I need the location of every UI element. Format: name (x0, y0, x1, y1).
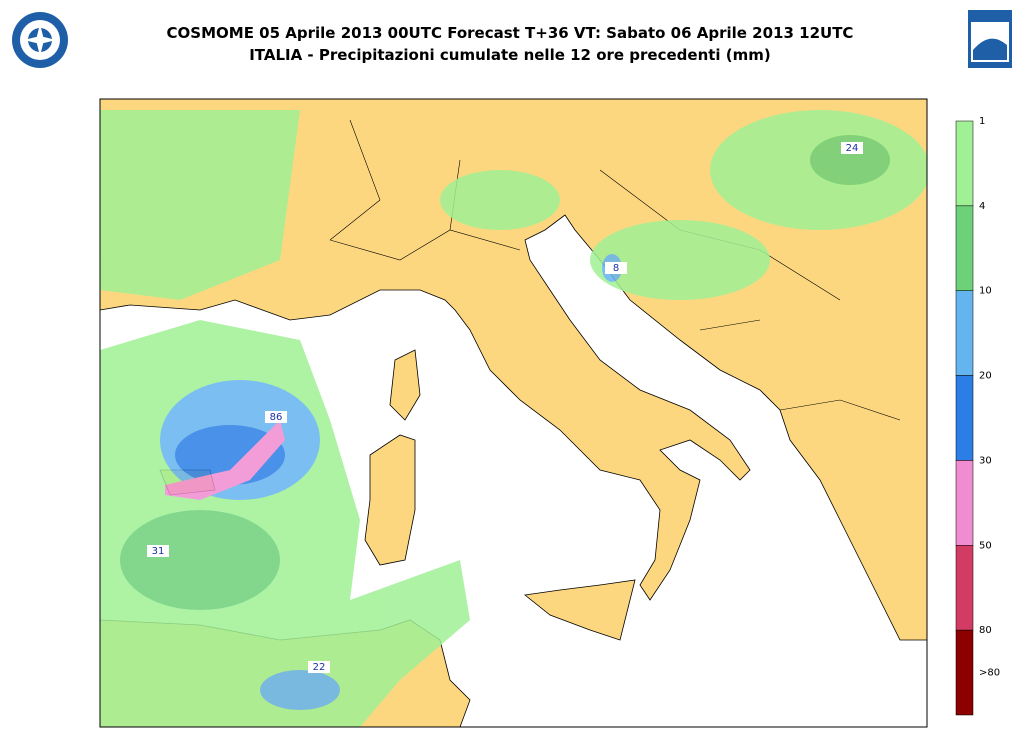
colorbar-label: 4 (979, 201, 985, 212)
colorbar-label: 80 (979, 625, 992, 636)
colorbar-segment (955, 120, 974, 207)
map-label-box (147, 545, 169, 557)
colorbar-segment (955, 629, 974, 716)
land-sicily (524, 579, 636, 641)
map-label: 22 (313, 662, 326, 673)
land-corsica (389, 349, 421, 421)
map-frame (99, 98, 928, 728)
title-line1: COSMOME 05 Aprile 2013 00UTC Forecast T+… (167, 24, 854, 42)
colorbar-segment (955, 205, 974, 291)
title-line2: ITALIA - Precipitazioni cumulate nelle 1… (249, 46, 771, 64)
colorbar-segment (955, 460, 974, 546)
colorbar-label: 20 (979, 371, 992, 382)
colorbar: 1 4 10 20 30 50 80 >80 (955, 116, 1000, 716)
map-label: 86 (270, 412, 283, 423)
map-label: 8 (613, 263, 619, 274)
map-label-box (841, 142, 863, 154)
colorbar-segment (955, 545, 974, 631)
land-sardinia (364, 434, 416, 566)
colorbar-label: >80 (979, 668, 1000, 679)
map-label: 24 (846, 143, 859, 154)
colorbar-label: 1 (979, 116, 985, 127)
logo-right (968, 10, 1012, 68)
logo-left (12, 12, 68, 68)
map-label-box (265, 411, 287, 423)
colorbar-label: 50 (979, 540, 992, 551)
map-label-box (605, 262, 627, 274)
colorbar-label: 30 (979, 455, 992, 466)
map-labels: 24 8 86 31 22 (147, 142, 863, 673)
colorbar-segment (955, 290, 974, 376)
colorbar-label: 10 (979, 286, 992, 297)
map (100, 99, 927, 727)
map-label: 31 (152, 546, 165, 557)
colorbar-segment (955, 375, 974, 461)
map-label-box (308, 661, 330, 673)
